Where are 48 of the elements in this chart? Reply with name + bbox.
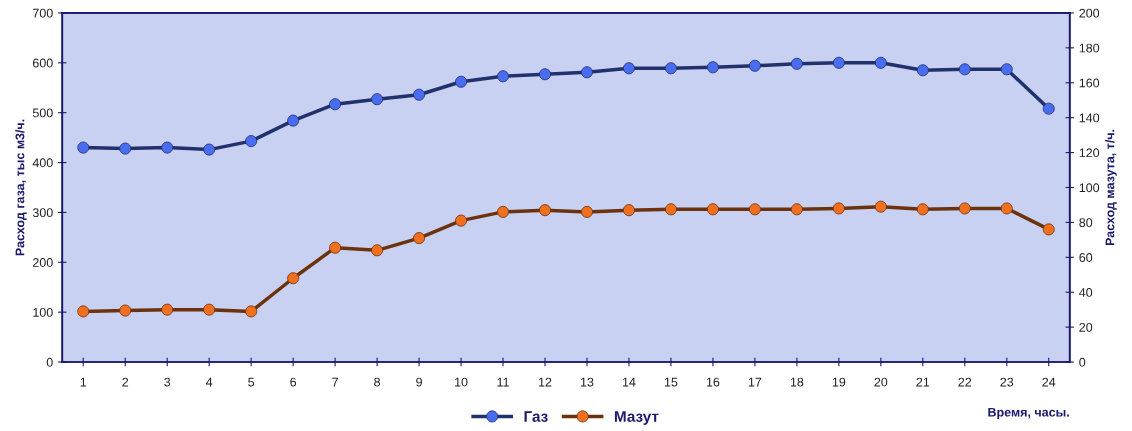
x-tick-label: 3 xyxy=(164,377,171,387)
y2-tick-label: 160 xyxy=(1079,78,1100,88)
y2-tick-label: 20 xyxy=(1079,322,1093,332)
y-tick-label: 200 xyxy=(33,258,53,267)
y2-tick-label: 80 xyxy=(1079,218,1093,228)
x-tick-label: 23 xyxy=(1000,377,1014,387)
x-tick-label: 21 xyxy=(916,377,930,387)
x-tick-label: 9 xyxy=(416,377,422,387)
x-tick-label: 14 xyxy=(622,377,636,387)
y-axis-title: Расход газа, тыс м3/ч. xyxy=(15,119,27,256)
x-tick-label: 22 xyxy=(958,377,972,387)
y2-tick-label: 100 xyxy=(1079,183,1100,193)
x-tick-label: 19 xyxy=(832,377,846,387)
legend-label: Мазут xyxy=(614,411,659,425)
x-tick-label: 16 xyxy=(706,377,720,387)
x-tick-label: 8 xyxy=(374,377,381,387)
y-tick-label: 0 xyxy=(46,357,53,367)
x-tick-label: 13 xyxy=(580,377,594,387)
y2-tick-label: 180 xyxy=(1079,43,1100,53)
x-tick-label: 7 xyxy=(332,377,338,387)
y-tick-label: 700 xyxy=(33,8,53,18)
y2-tick-label: 60 xyxy=(1079,253,1093,262)
y-tick-label: 100 xyxy=(33,307,53,317)
y-tick-label: 600 xyxy=(33,58,53,68)
y-tick-label: 300 xyxy=(32,208,53,218)
x-tick-label: 11 xyxy=(497,377,509,387)
x-tick-label: 15 xyxy=(664,377,678,387)
x-tick-label: 6 xyxy=(290,377,297,387)
x-axis-title: Время, часы. xyxy=(988,407,1069,420)
y2-tick-label: 200 xyxy=(1079,8,1100,18)
x-tick-label: 4 xyxy=(206,377,213,387)
y2-axis-title: Расход мазута, т/ч. xyxy=(1105,129,1117,246)
y2-tick-label: 140 xyxy=(1079,113,1100,123)
x-tick-label: 10 xyxy=(455,377,468,387)
x-tick-label: 17 xyxy=(748,377,762,387)
y-tick-label: 500 xyxy=(32,108,53,118)
x-tick-label: 12 xyxy=(539,377,552,387)
x-tick-label: 20 xyxy=(874,377,888,387)
y-tick-label: 400 xyxy=(32,158,53,168)
x-tick-label: 18 xyxy=(790,377,804,387)
y2-tick-label: 120 xyxy=(1079,148,1100,158)
x-tick-label: 1 xyxy=(80,377,87,387)
y2-tick-label: 40 xyxy=(1079,288,1093,297)
y2-tick-label: 0 xyxy=(1079,357,1086,367)
x-tick-label: 24 xyxy=(1042,377,1056,387)
x-tick-label: 5 xyxy=(248,377,255,387)
x-tick-label: 2 xyxy=(122,377,129,387)
legend-label: Газ xyxy=(524,411,548,422)
